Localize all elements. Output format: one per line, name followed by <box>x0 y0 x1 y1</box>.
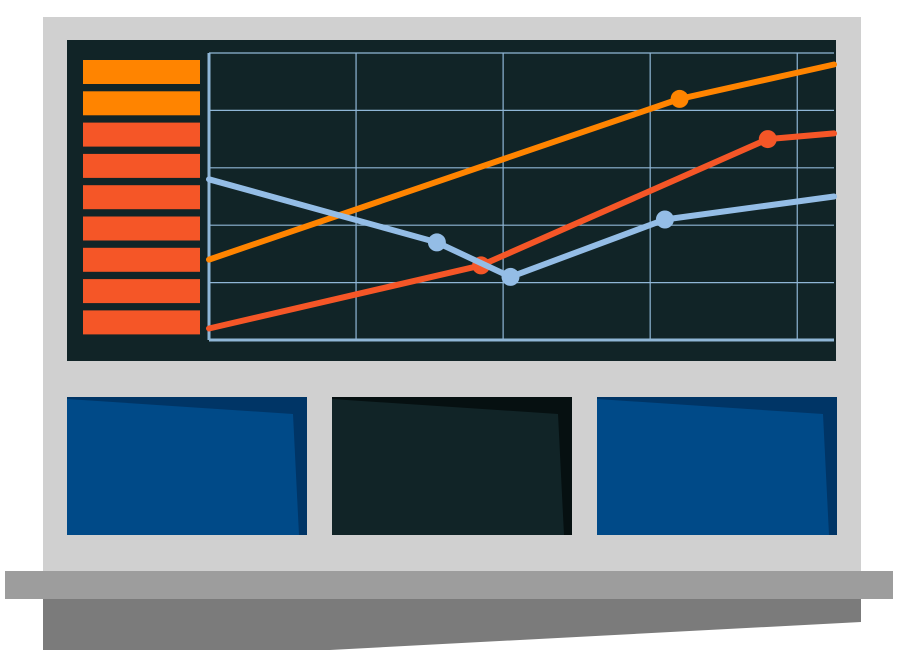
desk-top <box>5 571 893 599</box>
level-bar <box>83 216 200 241</box>
monitor-glare <box>597 397 837 535</box>
level-bar <box>83 153 200 178</box>
monitor-screen <box>332 397 572 535</box>
desk-shadow <box>330 622 861 650</box>
monitor-row <box>67 397 837 535</box>
level-bar <box>83 247 200 272</box>
level-indicator <box>83 60 200 335</box>
series-point <box>758 130 777 149</box>
level-bar <box>83 310 200 335</box>
monitor-glare <box>67 397 307 535</box>
monitor-panel <box>597 397 837 535</box>
chart-series <box>206 61 837 332</box>
line-chart <box>206 52 837 342</box>
level-bar <box>83 91 200 116</box>
monitor-glare <box>332 397 572 535</box>
series-point <box>670 89 689 108</box>
level-bar <box>83 122 200 147</box>
monitor-panel <box>332 397 572 535</box>
series-point <box>427 233 446 252</box>
series-point <box>655 210 674 229</box>
level-bar <box>83 60 200 84</box>
level-bar <box>83 185 200 210</box>
series-point <box>501 267 520 286</box>
monitor-panel <box>67 397 307 535</box>
level-bar <box>83 279 200 304</box>
monitor-screen <box>67 397 307 535</box>
series-line <box>206 130 837 332</box>
monitor-screen <box>597 397 837 535</box>
